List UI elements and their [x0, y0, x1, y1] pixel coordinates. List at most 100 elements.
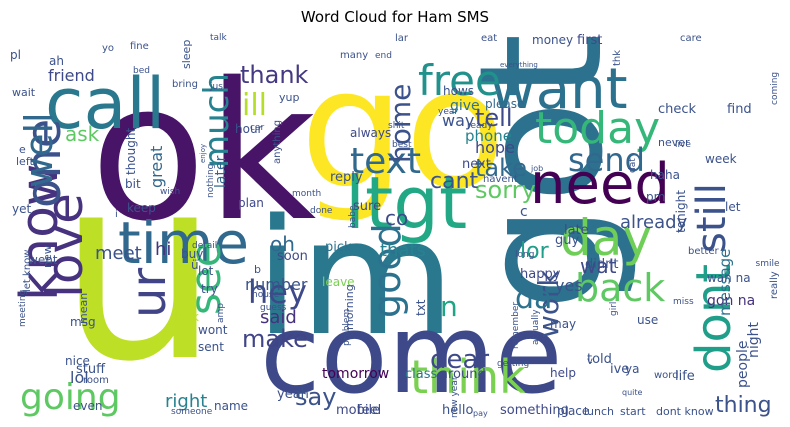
word-morning: morning: [343, 284, 356, 330]
word-still: still: [689, 183, 735, 253]
word-happy: happy: [520, 267, 561, 282]
word-yeah: yeah: [277, 387, 309, 402]
word-v: v: [587, 356, 593, 367]
word-message: message: [716, 249, 734, 316]
word-may: may: [550, 317, 576, 331]
word-hello: hello: [442, 403, 473, 418]
word-first: first: [577, 33, 602, 48]
word-think: think: [410, 350, 526, 404]
word-shit: shit: [388, 121, 405, 131]
word-buy: buy: [181, 247, 203, 261]
word-thing: thing: [715, 393, 772, 418]
word-ya: ya: [625, 362, 639, 376]
word-dont-know: dont know: [656, 405, 714, 418]
word-smile: smile: [756, 259, 780, 269]
word-late: late: [564, 223, 589, 238]
word-let-know: let know: [22, 250, 33, 292]
word-guess: guess: [260, 303, 287, 313]
word-bring: bring: [172, 79, 198, 90]
word-sleep: sleep: [180, 40, 193, 69]
word-ok: ok: [90, 42, 316, 263]
word-wish: wish: [160, 187, 180, 197]
word-give: give: [450, 98, 480, 114]
word-ill: ill: [242, 88, 267, 123]
word-hi: hi: [155, 239, 171, 260]
word-start: start: [620, 405, 646, 418]
word-know: know: [10, 164, 70, 301]
word-amp: amp: [216, 303, 226, 323]
word-miss: miss: [673, 297, 694, 307]
word-look: look: [174, 310, 199, 324]
word-ready: ready: [467, 121, 493, 131]
word-job: job: [530, 164, 543, 173]
word-back: back: [575, 266, 665, 310]
word-left: left: [16, 155, 35, 168]
word-problem: problem: [342, 309, 352, 346]
word-love: love: [36, 193, 94, 298]
word-i: i: [115, 209, 118, 220]
word-free: free: [418, 56, 501, 105]
word-wat: wat: [580, 254, 617, 278]
word-thats: thats: [380, 240, 426, 261]
word-ü: ü: [191, 258, 199, 272]
word-told: told: [587, 352, 612, 367]
word-detail: detail: [192, 241, 217, 251]
word-mobile: mobile: [336, 403, 380, 418]
word-need: need: [530, 152, 670, 217]
word-dont: dont: [686, 264, 742, 373]
word-co: co: [385, 206, 408, 230]
word-hows: hows: [443, 84, 474, 98]
word-said: said: [260, 307, 297, 328]
word-ah: ah: [49, 54, 64, 68]
word-tonight: tonight: [674, 190, 688, 233]
word-lar: lar: [395, 33, 409, 44]
word-money: money: [532, 33, 573, 47]
word-quite: quite: [622, 388, 643, 397]
word-talk: talk: [210, 33, 228, 43]
word-tomorrow: tomorrow: [322, 366, 389, 382]
word-place: place: [557, 404, 589, 418]
word-meet: meet: [95, 243, 142, 264]
word-pay: pay: [473, 409, 488, 418]
word-around: around: [440, 367, 486, 382]
word-next: next: [462, 157, 491, 172]
word-care: care: [680, 33, 702, 44]
word-didnt: didnt: [585, 257, 618, 272]
word-sent: sent: [198, 340, 224, 354]
word-yes: yes: [555, 276, 583, 295]
word-later: later: [213, 155, 229, 188]
word-e: e: [19, 143, 26, 156]
word-meeting: meeting: [18, 290, 28, 327]
word-haha: haha: [650, 168, 680, 182]
word-phone: phone: [465, 127, 512, 145]
word-really: really: [769, 271, 780, 299]
word-wait: wait: [12, 86, 36, 99]
word-something: something: [500, 403, 569, 418]
word-u: u: [58, 121, 220, 418]
word-text: text: [350, 141, 421, 182]
word-ask: ask: [65, 122, 100, 146]
word-gon-na: gon na: [707, 293, 755, 309]
word-going: going: [20, 377, 121, 418]
word-lol: lol: [70, 368, 89, 387]
word-remember: remember: [511, 302, 521, 349]
word-already: already: [620, 212, 688, 233]
word-room: room: [83, 375, 109, 386]
word-see: see: [181, 241, 230, 315]
word-thk: thk: [612, 50, 623, 66]
word-txt: txt: [414, 299, 428, 316]
word-hour: hour: [235, 122, 263, 136]
word-cant: cant: [430, 169, 479, 194]
word-great: great: [147, 146, 166, 188]
word-week: week: [705, 152, 737, 166]
word-cloud: uokgogotimcomecallltgtwanttimeneedknowlo…: [10, 33, 780, 418]
word-use: use: [637, 313, 658, 327]
word-leave: leave: [322, 275, 355, 289]
word-enjoy: enjoy: [199, 144, 207, 163]
word-ltgt: ltgt: [345, 161, 467, 245]
word-soon: soon: [277, 249, 308, 264]
word-make: make: [242, 325, 308, 353]
word-year: year: [438, 107, 458, 117]
word-pm: pm: [646, 190, 665, 204]
word-house: house: [252, 290, 280, 300]
